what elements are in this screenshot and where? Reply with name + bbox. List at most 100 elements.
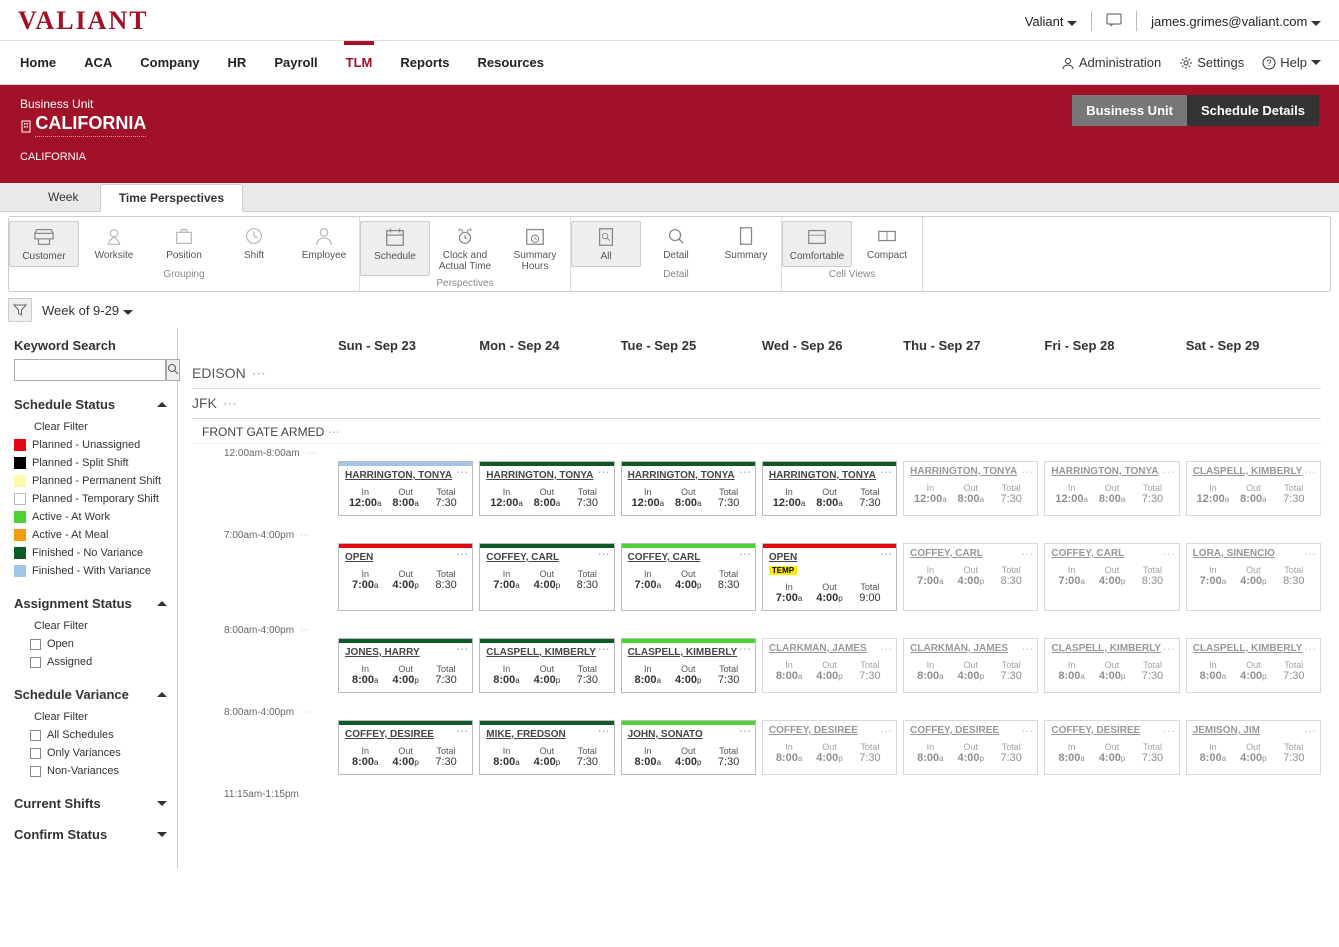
- shift-card[interactable]: COFFEY, CARL⋯In7:00aOut4:00pTotal8:30: [621, 543, 756, 611]
- more-icon[interactable]: ⋯: [739, 548, 751, 560]
- worksite-section[interactable]: FRONT GATE ARMED ⋯: [192, 419, 1321, 444]
- shift-card[interactable]: OPEN⋯TEMPIn7:00aOut4:00pTotal9:00: [762, 543, 897, 611]
- shift-card[interactable]: CLASPELL, KIMBERLY⋯In8:00aOut4:00pTotal7…: [1044, 638, 1179, 693]
- employee-name[interactable]: OPEN: [769, 552, 890, 563]
- legend-item[interactable]: Active - At Work: [14, 508, 167, 526]
- shift-card[interactable]: HARRINGTON, TONYA⋯In12:00aOut8:00aTotal7…: [479, 461, 614, 516]
- employee-name[interactable]: HARRINGTON, TONYA: [345, 470, 466, 481]
- employee-name[interactable]: COFFEY, DESIREE: [910, 725, 1031, 736]
- shift-card[interactable]: CLARKMAN, JAMES⋯In8:00aOut4:00pTotal7:30: [903, 638, 1038, 693]
- more-icon[interactable]: ⋯: [456, 725, 468, 737]
- shift-card[interactable]: JONES, HARRY⋯In8:00aOut4:00pTotal7:30: [338, 638, 473, 693]
- collapse-icon[interactable]: [157, 601, 167, 606]
- more-icon[interactable]: ⋯: [598, 643, 610, 655]
- more-icon[interactable]: ⋯: [880, 548, 892, 560]
- customer-section[interactable]: EDISON⋯: [192, 359, 1321, 389]
- employee-name[interactable]: JEMISON, JIM: [1193, 725, 1314, 736]
- employee-name[interactable]: CLASPELL, KIMBERLY: [1193, 466, 1314, 477]
- more-icon[interactable]: ⋯: [598, 725, 610, 737]
- employee-name[interactable]: LORA, SINENCIO: [1193, 548, 1314, 559]
- shift-card[interactable]: LORA, SINENCIO⋯In7:00aOut4:00pTotal8:30: [1186, 543, 1321, 611]
- employee-name[interactable]: CLASPELL, KIMBERLY: [486, 647, 607, 658]
- employee-name[interactable]: CLASPELL, KIMBERLY: [628, 647, 749, 658]
- more-icon[interactable]: ⋯: [456, 466, 468, 478]
- more-icon[interactable]: ⋯: [1304, 725, 1316, 737]
- more-icon[interactable]: ⋯: [1304, 466, 1316, 478]
- nav-hr[interactable]: HR: [226, 41, 249, 84]
- more-icon[interactable]: ⋯: [252, 365, 266, 381]
- nav-payroll[interactable]: Payroll: [272, 41, 319, 84]
- more-icon[interactable]: ⋯: [456, 643, 468, 655]
- tab-week[interactable]: Week: [30, 184, 96, 210]
- nav-home[interactable]: Home: [18, 41, 58, 84]
- employee-name[interactable]: MIKE, FREDSON: [486, 729, 607, 740]
- more-icon[interactable]: ⋯: [598, 548, 610, 560]
- collapse-icon[interactable]: [157, 692, 167, 697]
- tool-clock[interactable]: Clock and Actual Time: [430, 221, 500, 276]
- legend-item[interactable]: Finished - No Variance: [14, 544, 167, 562]
- employee-name[interactable]: HARRINGTON, TONYA: [910, 466, 1031, 477]
- more-icon[interactable]: ⋯: [1021, 725, 1033, 737]
- filter-checkbox[interactable]: Non-Variances: [14, 762, 167, 780]
- employee-name[interactable]: HARRINGTON, TONYA: [486, 470, 607, 481]
- more-icon[interactable]: ⋯: [880, 725, 892, 737]
- shift-card[interactable]: HARRINGTON, TONYA⋯In12:00aOut8:00aTotal7…: [762, 461, 897, 516]
- more-icon[interactable]: ⋯: [223, 395, 237, 411]
- filter-checkbox[interactable]: Assigned: [14, 653, 167, 671]
- legend-item[interactable]: Planned - Split Shift: [14, 454, 167, 472]
- shift-card[interactable]: MIKE, FREDSON⋯In8:00aOut4:00pTotal7:30: [479, 720, 614, 775]
- collapse-icon[interactable]: [157, 402, 167, 407]
- shift-card[interactable]: HARRINGTON, TONYA⋯In12:00aOut8:00aTotal7…: [1044, 461, 1179, 516]
- nav-aca[interactable]: ACA: [82, 41, 114, 84]
- filter-button[interactable]: [8, 298, 32, 322]
- schedule-details-button[interactable]: Schedule Details: [1187, 95, 1319, 126]
- more-icon[interactable]: ⋯: [1304, 643, 1316, 655]
- keyword-search-input[interactable]: [14, 359, 166, 381]
- more-icon[interactable]: ⋯: [456, 548, 468, 560]
- company-dropdown[interactable]: Valiant: [1025, 14, 1077, 29]
- shift-card[interactable]: COFFEY, DESIREE⋯In8:00aOut4:00pTotal7:30: [1044, 720, 1179, 775]
- tool-schedule[interactable]: Schedule: [360, 221, 430, 276]
- more-icon[interactable]: ⋯: [1021, 548, 1033, 560]
- tool-summary-hours[interactable]: Summary Hours: [500, 221, 570, 276]
- tool-position[interactable]: Position: [149, 221, 219, 267]
- employee-name[interactable]: COFFEY, CARL: [486, 552, 607, 563]
- clear-filter-link[interactable]: Clear Filter: [14, 708, 167, 726]
- employee-name[interactable]: HARRINGTON, TONYA: [628, 470, 749, 481]
- shift-card[interactable]: COFFEY, CARL⋯In7:00aOut4:00pTotal8:30: [479, 543, 614, 611]
- settings-link[interactable]: Settings: [1179, 55, 1244, 70]
- legend-item[interactable]: Planned - Permanent Shift: [14, 472, 167, 490]
- employee-name[interactable]: COFFEY, DESIREE: [769, 725, 890, 736]
- user-email-dropdown[interactable]: james.grimes@valiant.com: [1151, 14, 1321, 29]
- shift-card[interactable]: CLASPELL, KIMBERLY⋯In8:00aOut4:00pTotal7…: [479, 638, 614, 693]
- tool-detail[interactable]: Detail: [641, 221, 711, 267]
- more-icon[interactable]: ⋯: [328, 425, 340, 439]
- employee-name[interactable]: CLARKMAN, JAMES: [769, 643, 890, 654]
- shift-card[interactable]: JOHN, SONATO⋯In8:00aOut4:00pTotal7:30: [621, 720, 756, 775]
- more-icon[interactable]: ⋯: [1021, 466, 1033, 478]
- more-icon[interactable]: ⋯: [1163, 725, 1175, 737]
- more-icon[interactable]: ⋯: [739, 725, 751, 737]
- shift-card[interactable]: COFFEY, CARL⋯In7:00aOut4:00pTotal8:30: [903, 543, 1038, 611]
- employee-name[interactable]: HARRINGTON, TONYA: [1051, 466, 1172, 477]
- employee-name[interactable]: CLARKMAN, JAMES: [910, 643, 1031, 654]
- more-icon[interactable]: ⋯: [300, 625, 310, 636]
- more-icon[interactable]: ⋯: [1021, 643, 1033, 655]
- shift-card[interactable]: COFFEY, DESIREE⋯In8:00aOut4:00pTotal7:30: [338, 720, 473, 775]
- tool-all[interactable]: All: [571, 221, 641, 267]
- more-icon[interactable]: ⋯: [1163, 643, 1175, 655]
- shift-card[interactable]: CLASPELL, KIMBERLY⋯In8:00aOut4:00pTotal7…: [1186, 638, 1321, 693]
- expand-icon[interactable]: [157, 801, 167, 806]
- legend-item[interactable]: Planned - Temporary Shift: [14, 490, 167, 508]
- more-icon[interactable]: ⋯: [598, 466, 610, 478]
- more-icon[interactable]: ⋯: [300, 530, 310, 541]
- tool-comfortable[interactable]: Comfortable: [782, 221, 852, 267]
- nav-reports[interactable]: Reports: [398, 41, 451, 84]
- admin-link[interactable]: Administration: [1061, 55, 1161, 70]
- tool-compact[interactable]: Compact: [852, 221, 922, 267]
- shift-card[interactable]: COFFEY, CARL⋯In7:00aOut4:00pTotal8:30: [1044, 543, 1179, 611]
- legend-item[interactable]: Active - At Meal: [14, 526, 167, 544]
- chat-icon[interactable]: [1106, 12, 1122, 31]
- more-icon[interactable]: ⋯: [1163, 466, 1175, 478]
- tool-customer[interactable]: Customer: [9, 221, 79, 267]
